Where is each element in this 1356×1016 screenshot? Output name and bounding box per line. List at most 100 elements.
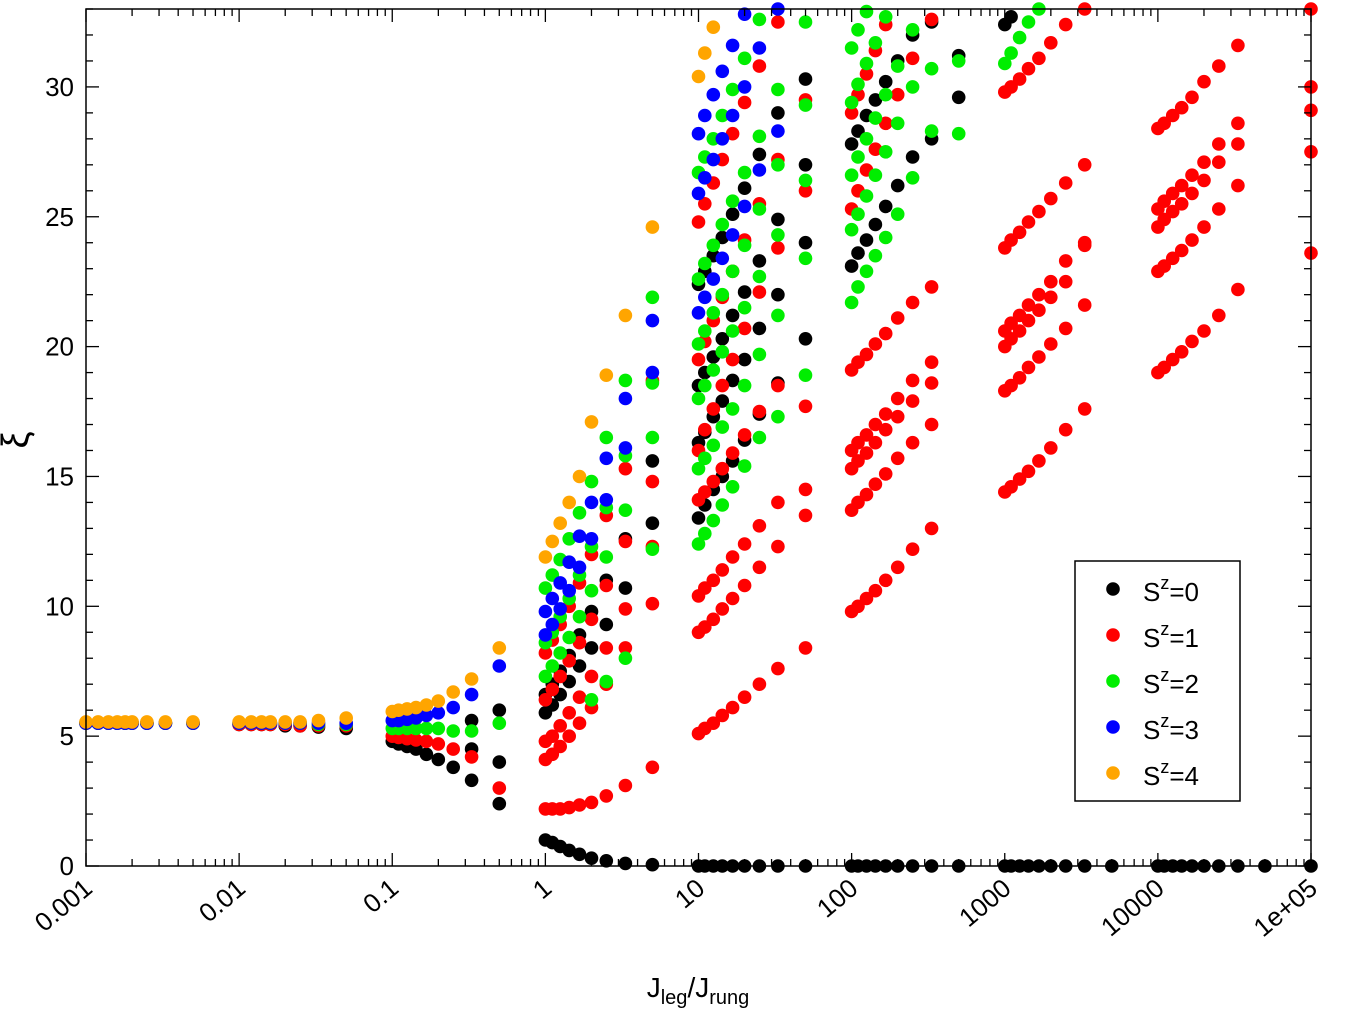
data-point [618,651,633,665]
data-point [924,12,939,27]
data-point [584,415,599,429]
data-point [998,56,1012,71]
data-point [798,173,813,188]
data-point [698,108,712,123]
legend-label: Sz=0 [1143,573,1199,607]
data-point [771,241,785,255]
data-point [878,87,893,102]
data-point [698,378,712,393]
data-point [771,661,785,676]
data-point [1185,233,1199,247]
data-point [951,54,966,68]
data-point [951,90,966,105]
data-point [1021,360,1036,375]
data-point [715,108,730,123]
data-point [431,737,446,751]
x-tick-label: 1000 [953,873,1017,933]
data-point [698,451,712,466]
data-point [798,641,813,655]
data-point [419,734,434,749]
data-point [618,441,633,455]
data-point [263,715,278,729]
data-point [752,202,767,216]
data-point [492,703,507,717]
data-point [851,246,865,260]
data-point [715,251,730,266]
data-point [752,269,767,284]
data-point [584,495,599,510]
data-point [572,635,587,650]
data-point [1044,191,1058,206]
data-point [1012,371,1027,385]
data-point [538,628,553,642]
data-point [553,576,567,590]
data-point [859,4,874,19]
data-point [1165,204,1180,219]
data-point [446,700,461,715]
data-point [859,591,874,606]
data-point [562,843,576,858]
x-tick-label: 0.001 [29,873,98,938]
data-point [545,682,560,697]
data-point [706,306,721,320]
data-point [859,56,874,71]
data-point [698,485,712,499]
data-point [1012,472,1027,486]
data-point [1077,298,1092,312]
data-point [1165,251,1180,266]
data-point [859,132,874,146]
data-point [691,391,706,406]
data-point [409,700,423,715]
data-point [1212,137,1226,151]
data-point [878,145,893,159]
x-axis-label-sub1: leg [661,987,688,1009]
data-point [1174,243,1189,258]
data-point [725,264,740,279]
data-point [431,706,446,720]
data-point [584,693,599,707]
data-point [691,186,706,201]
data-point [492,755,507,769]
data-point [158,715,173,729]
data-point [562,800,576,815]
data-point [752,321,767,336]
x-axis-label: Jleg/Jrung [647,972,750,1009]
data-point [737,285,752,299]
data-point [890,87,905,102]
data-point [752,347,767,362]
data-point [698,171,712,185]
data-point [1021,15,1036,29]
data-point [715,345,730,359]
data-point [725,373,740,388]
data-point [715,563,730,577]
data-point [419,721,434,736]
data-point [599,451,614,466]
legend-entry: Sz=3 [1106,711,1199,745]
data-point [691,337,706,351]
data-point [737,181,752,195]
data-point [868,168,883,182]
data-point [1012,225,1027,240]
data-point [737,51,752,66]
data-point [572,798,587,812]
data-point [752,129,767,144]
legend-box [1074,560,1241,802]
data-point [725,228,740,242]
data-point [771,124,785,138]
data-point [464,713,479,728]
data-point [464,773,479,788]
data-point [599,368,614,383]
data-point [771,158,785,172]
legend-marker [1106,628,1120,642]
data-point [698,290,712,305]
data-point [737,578,752,593]
data-point [725,207,740,221]
data-point [1212,155,1226,169]
y-tick-label: 5 [60,721,74,751]
data-point [553,669,567,684]
data-point [409,711,423,725]
data-point [446,742,461,756]
data-point [584,795,599,810]
data-point [798,251,813,266]
data-point [409,733,423,747]
